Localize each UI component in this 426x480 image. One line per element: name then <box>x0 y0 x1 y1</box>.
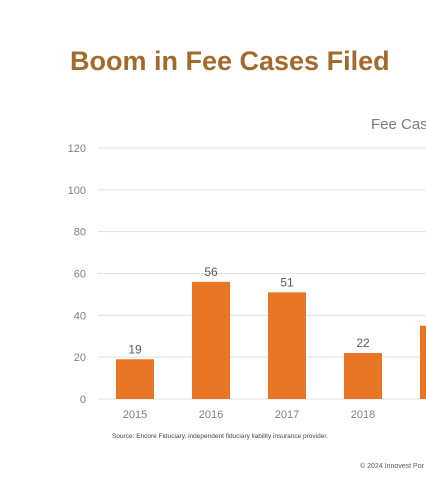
bar-2019 <box>420 325 426 399</box>
bar-2017 <box>268 292 306 399</box>
source-note: Source: Encore Fiduciary, independent fi… <box>112 433 328 440</box>
y-tick-label: 60 <box>74 269 86 281</box>
copyright-footer: © 2024 Innovest Por <box>360 463 424 470</box>
y-tick-label: 40 <box>74 310 86 322</box>
y-tick-label: 100 <box>68 185 86 197</box>
bar-2016 <box>192 281 230 399</box>
x-tick-label: 2017 <box>275 409 299 421</box>
y-tick-label: 0 <box>80 394 86 406</box>
slide-title: Boom in Fee Cases Filed <box>70 46 390 76</box>
x-tick-label: 2016 <box>199 409 223 421</box>
data-label: 56 <box>204 265 218 279</box>
bar-2015 <box>116 359 154 399</box>
x-axis-ticks: 2015 2016 2017 2018 <box>123 409 375 421</box>
chart-title: Fee Cas <box>371 116 426 133</box>
data-label: 19 <box>128 342 142 356</box>
data-label: 51 <box>280 275 294 289</box>
y-tick-label: 120 <box>68 143 86 155</box>
bar-layer <box>116 281 426 399</box>
x-tick-label: 2015 <box>123 409 147 421</box>
y-tick-label: 80 <box>74 227 86 239</box>
y-axis-ticks: 0 20 40 60 80 100 120 <box>68 143 86 406</box>
data-label-layer: 19 56 51 22 <box>128 265 370 356</box>
y-tick-label: 20 <box>74 352 86 364</box>
data-label: 22 <box>356 336 370 350</box>
bar-2018 <box>344 352 382 399</box>
x-tick-label: 2018 <box>351 409 375 421</box>
